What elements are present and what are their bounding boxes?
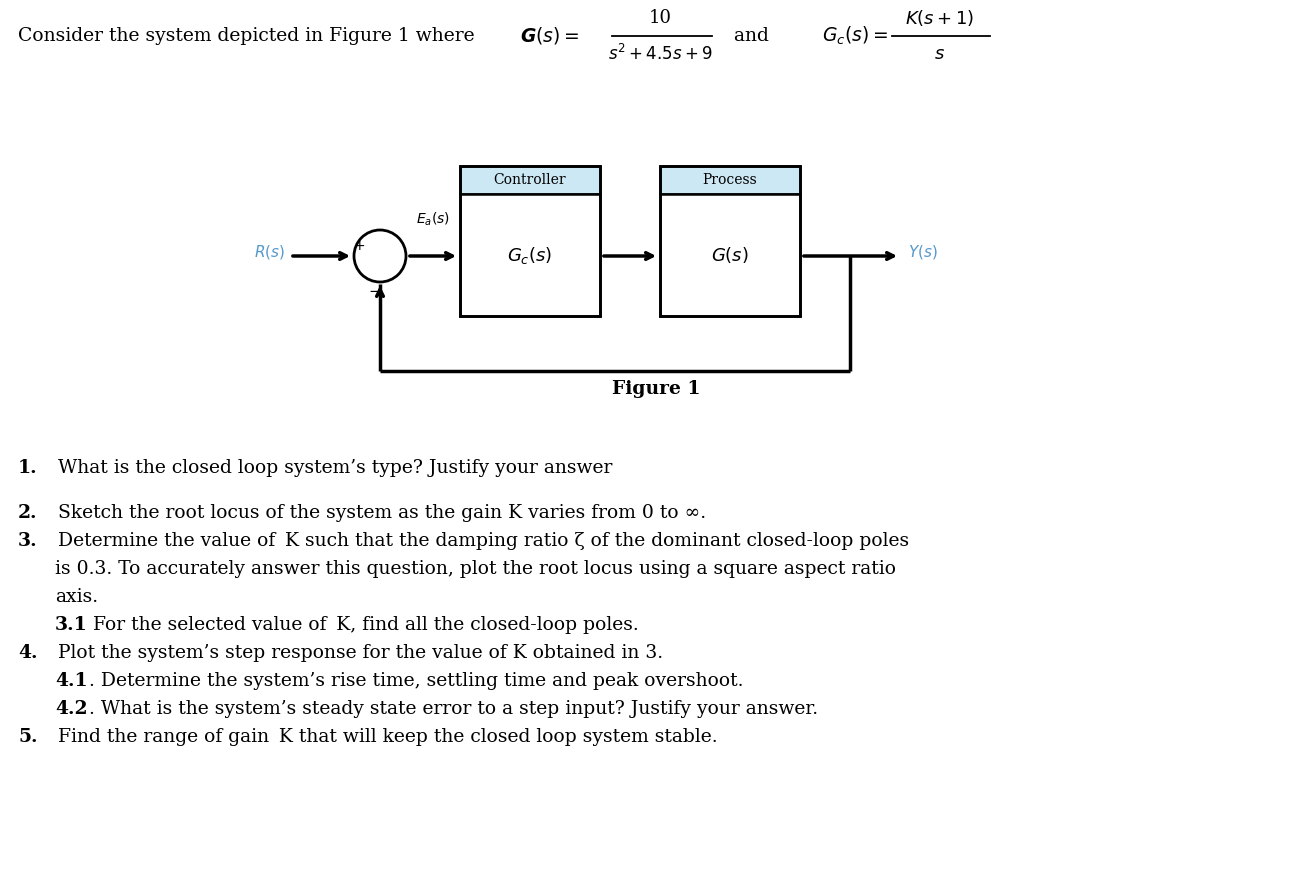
Text: 4.2: 4.2 xyxy=(55,700,88,718)
Text: $s$: $s$ xyxy=(934,45,946,63)
Text: 4.1: 4.1 xyxy=(55,672,88,690)
Bar xyxy=(660,194,800,316)
Text: $K(s+1)$: $K(s+1)$ xyxy=(905,8,975,28)
Bar xyxy=(660,166,800,316)
Text: $E_a(s)$: $E_a(s)$ xyxy=(416,210,450,228)
Text: $G_c(s)$: $G_c(s)$ xyxy=(508,245,552,265)
Text: Find the range of gain  K that will keep the closed loop system stable.: Find the range of gain K that will keep … xyxy=(46,728,718,746)
Text: +: + xyxy=(353,239,365,253)
Text: $G_c(s)=$: $G_c(s)=$ xyxy=(823,25,888,47)
Bar xyxy=(461,166,600,194)
Text: 3.1: 3.1 xyxy=(55,616,88,634)
Text: $\bfit{G}$$(s)=$: $\bfit{G}$$(s)=$ xyxy=(520,26,579,47)
Text: Figure 1: Figure 1 xyxy=(611,380,701,398)
Text: 1.: 1. xyxy=(18,459,38,477)
Text: Controller: Controller xyxy=(493,173,567,187)
Text: 5.: 5. xyxy=(18,728,38,746)
Text: 10: 10 xyxy=(648,9,672,27)
Text: 4.: 4. xyxy=(18,644,38,662)
Text: is 0.3. To accurately answer this question, plot the root locus using a square a: is 0.3. To accurately answer this questi… xyxy=(55,560,896,578)
Bar xyxy=(461,166,600,316)
Text: $s^2+4.5s+9$: $s^2+4.5s+9$ xyxy=(607,44,712,64)
Text: $Y(s)$: $Y(s)$ xyxy=(908,243,938,261)
Text: Determine the value of  K such that the damping ratio ζ of the dominant closed-l: Determine the value of K such that the d… xyxy=(46,532,909,550)
Text: What is the closed loop system’s type? Justify your answer: What is the closed loop system’s type? J… xyxy=(46,459,613,477)
Text: 2.: 2. xyxy=(18,504,38,522)
Text: 3.: 3. xyxy=(18,532,38,550)
Bar xyxy=(461,194,600,316)
Text: . Determine the system’s rise time, settling time and peak overshoot.: . Determine the system’s rise time, sett… xyxy=(89,672,744,690)
Text: Plot the system’s step response for the value of K obtained in 3.: Plot the system’s step response for the … xyxy=(46,644,663,662)
Bar xyxy=(660,166,800,194)
Text: For the selected value of  K, find all the closed-loop poles.: For the selected value of K, find all th… xyxy=(93,616,639,634)
Text: $R(s)$: $R(s)$ xyxy=(255,243,285,261)
Text: $G(s)$: $G(s)$ xyxy=(711,245,749,265)
Text: axis.: axis. xyxy=(55,588,98,606)
Text: Process: Process xyxy=(703,173,757,187)
Text: . What is the system’s steady state error to a step input? Justify your answer.: . What is the system’s steady state erro… xyxy=(89,700,819,718)
Text: −: − xyxy=(369,284,382,299)
Text: Consider the system depicted in Figure 1 where: Consider the system depicted in Figure 1… xyxy=(18,27,475,45)
Text: and: and xyxy=(722,27,769,45)
Text: Sketch the root locus of the system as the gain K varies from 0 to ∞.: Sketch the root locus of the system as t… xyxy=(46,504,706,522)
